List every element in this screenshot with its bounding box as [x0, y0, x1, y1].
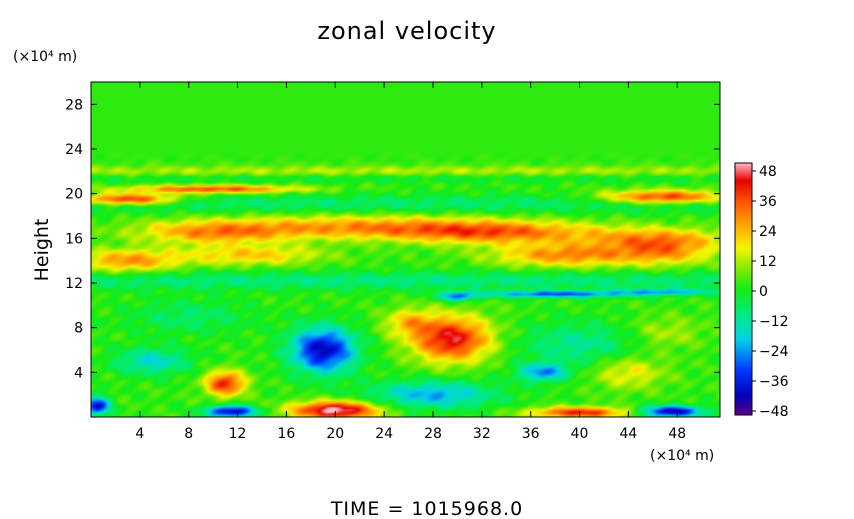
colorbar-image	[735, 163, 752, 415]
x-tick-label: 4	[135, 426, 144, 442]
x-tick-label: 8	[184, 426, 193, 442]
y-tick-label: 8	[74, 321, 83, 337]
colorbar-tick-label: −48	[759, 404, 789, 420]
colorbar-frame	[734, 162, 753, 416]
colorbar-tick-label: 24	[759, 224, 777, 240]
colorbar-tick-label: 48	[759, 164, 777, 180]
colorbar-ticks: 48 36 24 12 0 −12 −24 −36 −48	[752, 164, 789, 420]
y-tick-label: 28	[65, 97, 83, 113]
x-tick-label: 16	[278, 426, 296, 442]
y-axis: 4 8 12 16 20 24 28	[65, 97, 720, 381]
x-axis: 4 8 12 16 20 24 28 32 36 40 44 48	[135, 82, 686, 442]
colorbar: 48 36 24 12 0 −12 −24 −36 −48	[734, 162, 789, 420]
y-tick-label: 4	[74, 365, 83, 381]
y-axis-label: Height	[31, 219, 53, 282]
x-tick-label: 44	[619, 426, 637, 442]
plot-frame	[90, 81, 721, 418]
colorbar-tick-label: −12	[759, 314, 789, 330]
y-tick-label: 20	[65, 187, 83, 203]
x-tick-label: 12	[229, 426, 247, 442]
x-tick-label: 36	[522, 426, 540, 442]
heatmap-plot-area	[90, 81, 721, 418]
colorbar-tick-label: −24	[759, 344, 789, 360]
colorbar-tick-label: 36	[759, 194, 777, 210]
x-tick-label: 20	[326, 426, 344, 442]
x-tick-label: 32	[473, 426, 491, 442]
heatmap-image	[91, 82, 720, 417]
colorbar-tick-label: 0	[759, 284, 768, 300]
x-tick-label: 24	[375, 426, 393, 442]
y-tick-label: 24	[65, 142, 83, 158]
time-label: TIME = 1015968.0	[330, 498, 523, 519]
colorbar-tick-label: 12	[759, 254, 777, 270]
x-axis-unit: (×10⁴ m)	[650, 448, 714, 464]
x-tick-label: 28	[424, 426, 442, 442]
y-axis-unit: (×10⁴ m)	[13, 49, 77, 65]
y-tick-label: 12	[65, 276, 83, 292]
y-tick-label: 16	[65, 231, 83, 247]
x-tick-label: 48	[668, 426, 686, 442]
chart-title: zonal velocity	[317, 17, 496, 45]
colorbar-tick-label: −36	[759, 374, 789, 390]
x-tick-label: 40	[571, 426, 589, 442]
